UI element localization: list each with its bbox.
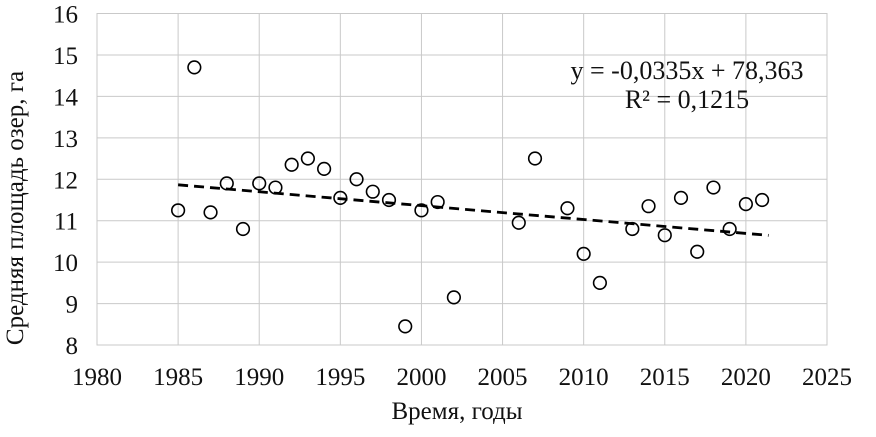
data-point — [300, 151, 315, 166]
data-point — [381, 192, 397, 208]
x-axis-title: Время, годы — [391, 398, 523, 425]
data-point — [365, 184, 380, 199]
trendline-annotation: y = -0,0335x + 78,363 R² = 0,1215 — [571, 56, 804, 114]
y-tick-label: 13 — [53, 126, 78, 153]
y-tick-label: 9 — [66, 292, 79, 319]
y-tick-label: 14 — [53, 84, 79, 111]
data-point — [560, 201, 575, 216]
x-tick-label: 1995 — [315, 364, 365, 391]
data-point — [187, 60, 202, 75]
data-point — [592, 275, 607, 290]
x-tick-label: 1985 — [153, 364, 203, 391]
data-point — [284, 157, 299, 172]
data-point — [430, 194, 445, 210]
data-point — [414, 203, 429, 218]
data-point — [576, 246, 591, 261]
trendline-equation: y = -0,0335x + 78,363 — [570, 56, 804, 85]
data-point — [657, 228, 672, 243]
y-tick-label: 16 — [53, 2, 78, 29]
data-point — [235, 221, 251, 237]
x-tick-label: 2000 — [396, 364, 446, 391]
data-point — [690, 244, 705, 259]
data-point — [673, 190, 689, 205]
y-tick-label: 8 — [66, 333, 79, 360]
data-point — [511, 215, 526, 230]
x-tick-label: 1980 — [72, 364, 122, 391]
data-point — [203, 205, 218, 220]
x-tick-label: 2005 — [478, 364, 528, 391]
data-point — [625, 221, 640, 237]
data-point — [333, 190, 348, 205]
x-tick-label: 2015 — [640, 364, 690, 391]
x-tick-label: 2025 — [802, 364, 852, 391]
y-tick-label: 12 — [53, 167, 78, 194]
data-point — [722, 221, 737, 237]
y-tick-label: 11 — [54, 209, 78, 236]
data-point — [738, 197, 753, 212]
y-tick-label: 10 — [53, 250, 78, 277]
data-point — [349, 172, 364, 187]
plot-border — [96, 13, 828, 346]
data-point — [171, 203, 186, 218]
data-point — [446, 290, 461, 305]
x-tick-label: 2020 — [721, 364, 771, 391]
data-point — [706, 180, 721, 195]
y-tick-label: 15 — [53, 43, 78, 70]
data-point — [755, 192, 770, 208]
x-tick-label: 2010 — [559, 364, 609, 391]
data-point — [317, 161, 332, 176]
data-point — [398, 319, 413, 334]
data-point — [641, 199, 656, 214]
data-point — [219, 176, 234, 191]
data-point — [252, 176, 267, 191]
x-tick-label: 1990 — [234, 364, 284, 391]
data-point — [527, 151, 543, 166]
r-squared-label: R² = 0,1215 — [624, 85, 750, 114]
y-axis-title: Средняя площадь озер, га — [2, 70, 29, 346]
data-point — [268, 180, 283, 195]
